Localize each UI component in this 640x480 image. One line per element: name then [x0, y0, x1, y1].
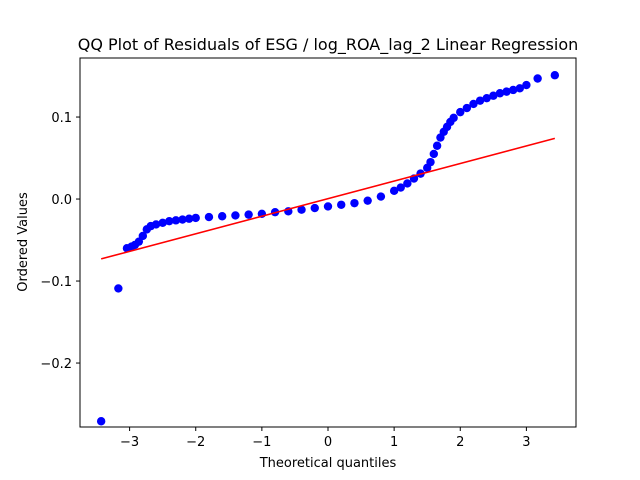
y-axis-ticks: −0.2 −0.1 0.0 0.1 — [40, 111, 80, 372]
data-point — [489, 91, 498, 100]
x-tick-label: 2 — [456, 435, 464, 450]
data-point — [363, 196, 372, 205]
data-point — [310, 203, 319, 213]
data-point — [323, 202, 333, 211]
plot-area — [79, 57, 577, 428]
data-point — [191, 213, 200, 223]
chart-title: QQ Plot of Residuals of ESG / log_ROA_la… — [78, 35, 579, 55]
data-point — [151, 220, 161, 229]
data-point — [184, 214, 194, 223]
data-point — [231, 211, 240, 220]
x-tick-label: 1 — [390, 435, 398, 450]
data-point — [502, 87, 511, 96]
data-point — [165, 216, 174, 226]
data-point — [475, 96, 485, 105]
y-tick-label: −0.2 — [40, 357, 72, 372]
data-point — [244, 210, 253, 219]
axes-background — [80, 58, 576, 427]
data-point — [96, 417, 106, 426]
data-point — [449, 113, 458, 123]
data-point — [432, 141, 442, 150]
data-marks — [96, 71, 560, 426]
y-tick-label: 0.1 — [51, 111, 72, 126]
x-tick-label: −2 — [186, 435, 205, 450]
data-point — [217, 212, 227, 221]
x-axis-ticks: −3 −2 −1 0 1 2 3 — [120, 427, 531, 450]
data-point — [376, 192, 386, 201]
data-point — [456, 107, 465, 117]
data-point — [482, 93, 491, 103]
data-point — [396, 183, 405, 192]
data-point — [508, 85, 518, 95]
y-tick-label: −0.1 — [40, 275, 72, 290]
data-point — [533, 74, 542, 83]
data-point — [550, 71, 560, 80]
data-point — [204, 212, 214, 222]
y-tick-label: 0.0 — [51, 193, 72, 208]
data-point — [114, 284, 123, 293]
y-axis-label: Ordered Values — [16, 192, 31, 292]
x-tick-label: −3 — [120, 435, 139, 450]
x-tick-label: −1 — [252, 435, 271, 450]
data-point — [350, 198, 359, 208]
fit-line — [100, 137, 556, 260]
data-point — [469, 99, 478, 109]
x-axis-label: Theoretical quantiles — [259, 456, 397, 471]
data-point — [515, 84, 524, 93]
data-point — [429, 149, 439, 159]
data-point — [522, 80, 531, 90]
data-point — [297, 205, 306, 214]
data-point — [426, 157, 435, 167]
data-point — [158, 218, 167, 228]
data-point — [138, 231, 148, 241]
data-point — [337, 200, 346, 209]
data-point — [389, 186, 399, 196]
x-tick-label: 3 — [522, 435, 530, 450]
data-point — [462, 103, 472, 113]
data-point — [403, 179, 412, 188]
x-tick-label: 0 — [324, 435, 332, 450]
data-point — [178, 215, 187, 224]
data-point — [495, 89, 505, 98]
data-point — [171, 216, 181, 225]
